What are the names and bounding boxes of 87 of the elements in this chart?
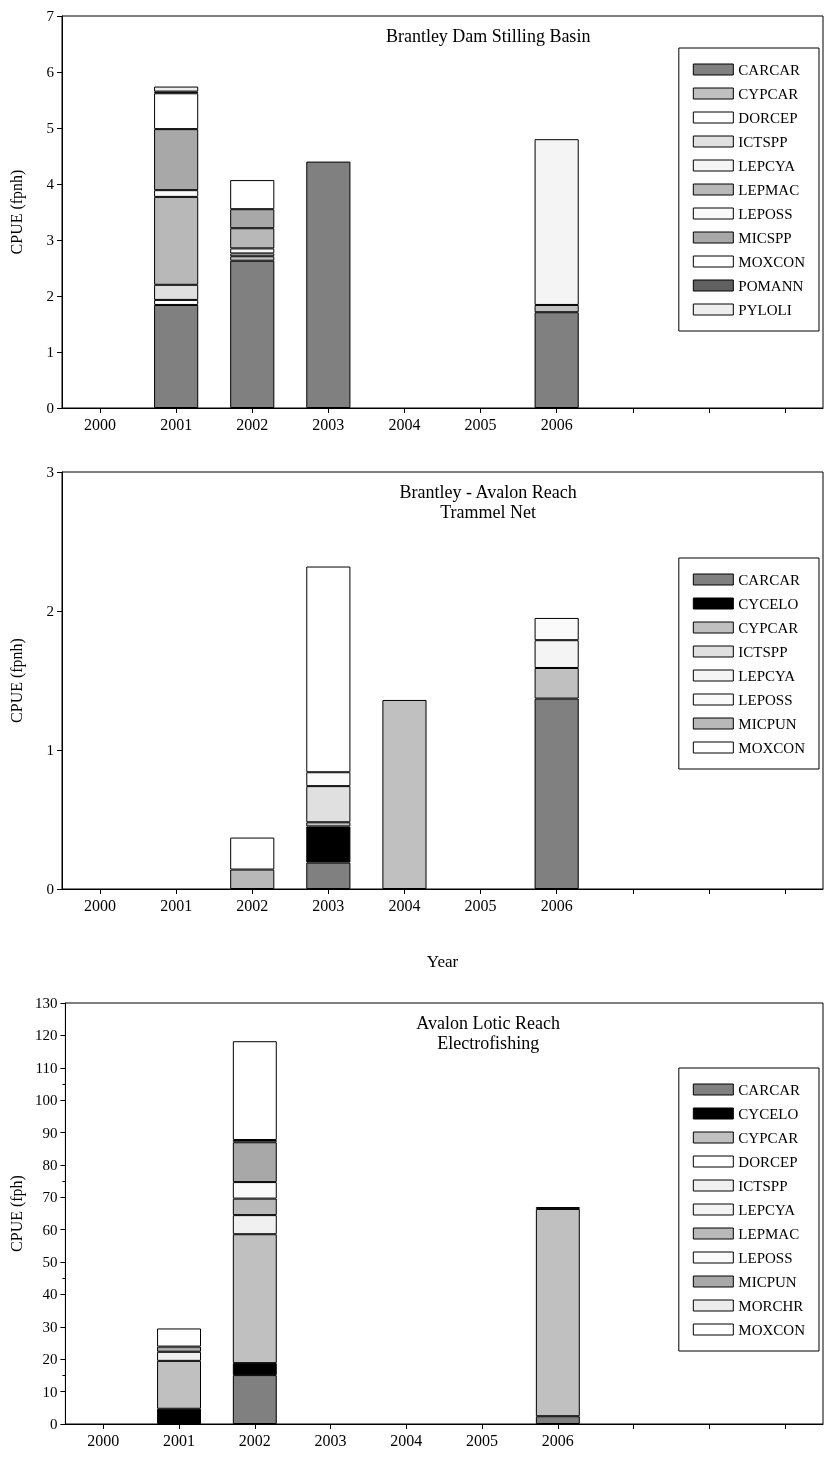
y-tick-label: 0 <box>46 400 54 416</box>
y-tick-label: 3 <box>46 464 54 480</box>
legend-label: CYCELO <box>738 595 799 612</box>
bar <box>232 1041 277 1140</box>
y-tick-label: 30 <box>42 1318 58 1335</box>
legend-label: LEPOSS <box>738 1249 793 1266</box>
x-tick-label: 2001 <box>160 896 193 914</box>
x-tick-label: 2006 <box>540 896 573 914</box>
legend-label: MICPUN <box>738 1273 797 1290</box>
legend-label: MOXCON <box>738 253 806 270</box>
legend-label: CARCAR <box>738 571 801 588</box>
y-tick-label: 40 <box>42 1286 58 1303</box>
x-tick-label: 2004 <box>388 896 421 914</box>
y-tick-label: 5 <box>46 120 54 136</box>
x-tick-label: 2005 <box>464 896 497 914</box>
y-tick-label: 10 <box>42 1383 58 1400</box>
y-tick-label: 2 <box>46 603 54 619</box>
text: Electrofishing <box>437 1033 540 1053</box>
x-tick-label: 2005 <box>464 415 497 433</box>
text: Brantley Dam Stilling Basin <box>385 26 591 46</box>
y-tick-label: 2 <box>46 288 54 304</box>
legend-label: LEPOSS <box>738 205 793 222</box>
y-axis-title: CPUE (fph) <box>7 1175 26 1252</box>
legend-label: CARCAR <box>738 61 801 78</box>
y-tick-label: 130 <box>34 995 58 1011</box>
x-tick-label: 2004 <box>388 415 421 433</box>
y-tick-label: 60 <box>42 1221 58 1238</box>
text: Brantley - Avalon Reach <box>399 482 577 502</box>
x-tick-label: 2006 <box>540 415 573 433</box>
y-tick-label: 80 <box>42 1156 58 1173</box>
y-tick-label: 90 <box>42 1124 58 1141</box>
y-tick-label: 120 <box>34 1027 58 1044</box>
y-tick-label: 50 <box>42 1254 58 1271</box>
legend-label: LEPMAC <box>738 181 800 198</box>
x-tick-label: 2001 <box>163 1431 196 1449</box>
y-tick-label: 70 <box>42 1189 58 1206</box>
x-tick-label: 2003 <box>312 415 345 433</box>
x-tick-label: 2000 <box>87 1431 120 1449</box>
y-axis-title: CPUE (fpnh) <box>7 169 26 255</box>
x-tick-label: 2006 <box>541 1431 574 1449</box>
y-tick-label: 7 <box>46 8 55 24</box>
legend-label: CYPCAR <box>738 85 799 102</box>
legend-label: ICTSPP <box>738 643 788 660</box>
x-tick-label: 2001 <box>160 415 193 433</box>
legend-label: POMANN <box>738 277 804 294</box>
y-tick-label: 6 <box>46 64 55 80</box>
legend-label: PYLOLI <box>738 301 792 318</box>
legend-label: LEPCYA <box>738 1201 796 1218</box>
x-tick-label: 2003 <box>314 1431 347 1449</box>
legend-label: DORCEP <box>738 1153 798 1170</box>
x-tick-label: 2003 <box>312 896 345 914</box>
y-tick-label: 0 <box>49 1416 58 1432</box>
y-tick-label: 3 <box>46 232 54 248</box>
legend-label: LEPCYA <box>738 157 796 174</box>
legend-label: ICTSPP <box>738 1177 788 1194</box>
legend-label: CYCELO <box>738 1105 799 1122</box>
x-tick-label: 2000 <box>84 896 117 914</box>
y-tick-label: 0 <box>46 881 54 897</box>
x-axis-title: Year <box>426 952 459 971</box>
legend-label: ICTSPP <box>738 133 788 150</box>
legend-label: CYPCAR <box>738 619 799 636</box>
x-tick-label: 2002 <box>236 896 269 914</box>
x-tick-label: 2002 <box>236 415 269 433</box>
x-tick-label: 2002 <box>238 1431 271 1449</box>
legend-label: DORCEP <box>738 109 798 126</box>
legend-label: MORCHR <box>738 1297 804 1314</box>
x-tick-label: 2000 <box>84 415 117 433</box>
legend-label: CYPCAR <box>738 1129 799 1146</box>
legend-label: MICPUN <box>738 715 797 732</box>
legend-label: LEPMAC <box>738 1225 800 1242</box>
y-tick-label: 4 <box>46 176 55 192</box>
legend-label: MOXCON <box>738 1321 806 1338</box>
text: Avalon Lotic Reach <box>416 1013 560 1033</box>
legend-label: MICSPP <box>738 229 792 246</box>
x-tick-label: 2004 <box>390 1431 423 1449</box>
y-tick-label: 1 <box>46 344 54 360</box>
legend-label: LEPOSS <box>738 691 793 708</box>
y-axis-title: CPUE (fpnh) <box>7 638 26 723</box>
x-tick-label: 2005 <box>466 1431 499 1449</box>
legend-label: CARCAR <box>738 1081 801 1098</box>
y-tick-label: 1 <box>46 742 54 758</box>
legend-label: LEPCYA <box>738 667 796 684</box>
y-tick-label: 20 <box>42 1351 58 1368</box>
y-tick-label: 110 <box>35 1059 58 1076</box>
y-tick-label: 100 <box>34 1092 58 1109</box>
legend-label: MOXCON <box>738 739 806 756</box>
text: Trammel Net <box>440 502 537 522</box>
